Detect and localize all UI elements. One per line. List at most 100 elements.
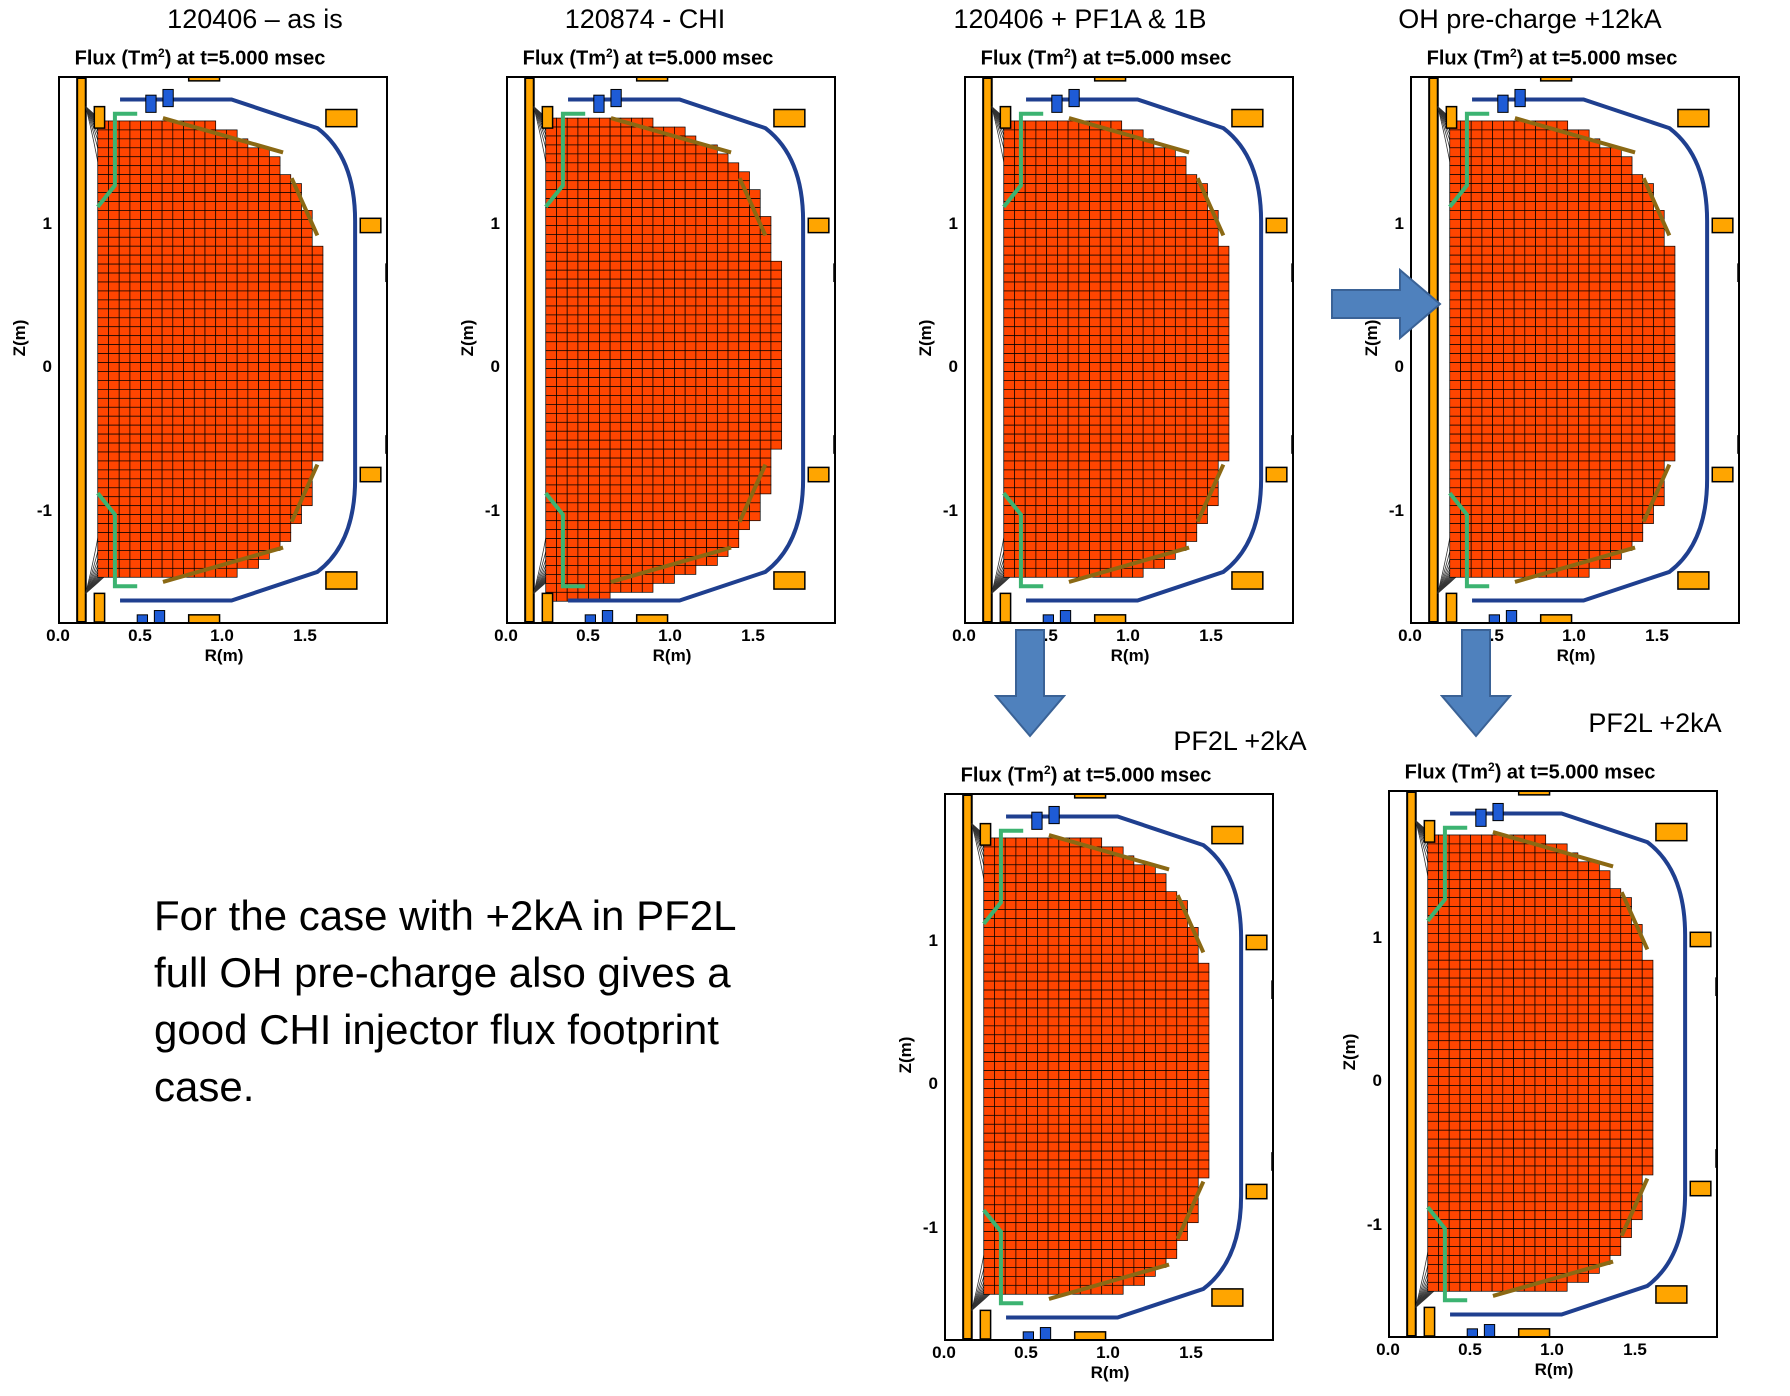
injector-block (153, 610, 166, 622)
x-axis-label: R(m) (1110, 646, 1150, 665)
injector-block (136, 614, 149, 622)
plot-frame (944, 793, 1274, 1341)
lower-passive-plate (1619, 1177, 1650, 1237)
pf-coil (635, 614, 669, 622)
y-tick-label: 1 (1372, 928, 1382, 947)
upper-passive-plate (1175, 894, 1206, 954)
x-tick-label: 1.5 (1199, 626, 1223, 645)
heading-pf2l-right: PF2L +2kA (1588, 708, 1722, 738)
upper-passive-plate (1195, 177, 1226, 237)
lower-plate (162, 545, 284, 584)
upper-plate (610, 116, 732, 155)
flux-plot (524, 78, 834, 622)
panel-title: Flux (Tm2) at t=5.000 msec (74, 46, 326, 70)
flux-panel-4: Flux (Tm2) at t=5.000 msec Z(m) 1 0 -1 0.0 0.5… (1352, 46, 1752, 665)
note-text: For the case with +2kA in PF2L full OH p… (154, 892, 735, 1110)
pf-coil (541, 105, 554, 129)
upper-plate (1048, 833, 1170, 872)
x-tick-label: 0.0 (46, 626, 70, 645)
flux-panel-1: Flux (Tm2) at t=5.000 msec Z(m) 1 0 -1 0.0 0.5… (0, 46, 400, 665)
pf-coil (979, 1309, 992, 1339)
x-tick-label: 0.5 (1458, 1340, 1482, 1359)
injector-block (1048, 805, 1060, 825)
upper-inner-plate (544, 111, 586, 209)
lower-inner-plate (1448, 491, 1490, 589)
right-arrow (1331, 268, 1442, 340)
injector-block (1466, 1328, 1479, 1336)
pf-coil (1265, 217, 1288, 234)
pf-coil (93, 592, 106, 622)
x-tick-label: 0.0 (952, 626, 976, 645)
upper-passive-plate (1641, 177, 1672, 237)
panel-title: Flux (Tm2) at t=5.000 msec (980, 46, 1232, 70)
panel-title: Flux (Tm2) at t=5.000 msec (522, 46, 774, 70)
upper-passive-plate (737, 177, 768, 237)
injector-block (1514, 88, 1526, 108)
vessel-wall (1006, 814, 1244, 1320)
injector-block (1022, 1331, 1035, 1339)
injector-block (1051, 94, 1063, 113)
flux-plot (1406, 792, 1716, 1336)
flux-plot (982, 78, 1292, 622)
lower-plate (610, 545, 732, 584)
pf-coil (1445, 592, 1458, 622)
plasma-grid (97, 120, 324, 578)
y-tick-label: -1 (484, 501, 500, 520)
pf-coil (1655, 1285, 1688, 1304)
x-axis-label: R(m) (1556, 646, 1596, 665)
x-tick-label: 0.5 (576, 626, 600, 645)
vessel-wall (568, 97, 806, 603)
pf-coil (773, 108, 806, 128)
pf-coil (325, 571, 358, 590)
x-tick-label: 1.5 (293, 626, 317, 645)
injector-block (1475, 808, 1487, 827)
heading-oh-precharge: OH pre-charge +12kA (1398, 4, 1662, 34)
upper-plate (162, 116, 284, 155)
pf-coil (999, 105, 1012, 129)
center-stack (962, 795, 973, 1339)
x-tick-label: 0.0 (1398, 626, 1422, 645)
pf-coil (1423, 819, 1436, 843)
upper-passive-plate (1619, 891, 1650, 951)
panel-title: Flux (Tm2) at t=5.000 msec (1404, 760, 1656, 784)
upper-inner-plate (982, 828, 1024, 926)
y-tick-label: 0 (948, 357, 958, 376)
x-tick-label: 1.0 (658, 626, 682, 645)
lower-passive-plate (1195, 463, 1226, 523)
x-tick-label: 1.0 (1562, 626, 1586, 645)
pf-coil (1677, 108, 1710, 128)
vessel-wall (1472, 97, 1710, 603)
flux-panel-3: Flux (Tm2) at t=5.000 msec Z(m) 1 0 -1 0.0 0.5… (906, 46, 1306, 665)
x-tick-label: 0.0 (1376, 1340, 1400, 1359)
flux-panel-6: Flux (Tm2) at t=5.000 msec Z(m) 1 0 -1 0.0 0.5… (1330, 760, 1730, 1379)
x-tick-label: 1.5 (741, 626, 765, 645)
x-axis-label: R(m) (1090, 1363, 1130, 1382)
injector-block (1505, 610, 1518, 622)
pf-coil (93, 105, 106, 129)
lower-passive-plate (737, 463, 768, 523)
y-tick-label: 1 (928, 931, 938, 950)
x-tick-label: 1.5 (1623, 1340, 1647, 1359)
injector-block (1042, 614, 1055, 622)
flux-panel-5: Flux (Tm2) at t=5.000 msec Z(m) 1 0 -1 0.0 0.5… (886, 763, 1286, 1382)
pf-coil (1711, 217, 1734, 234)
injector-block (1068, 88, 1080, 108)
pf-coil (1539, 614, 1573, 622)
injector-block (162, 88, 174, 108)
y-tick-label: 1 (490, 214, 500, 233)
pf-coil (979, 822, 992, 846)
pf-coil (1423, 1306, 1436, 1336)
x-axis-label: R(m) (652, 646, 692, 665)
y-tick-label: 0 (490, 357, 500, 376)
heading-chi: 120874 - CHI (564, 4, 726, 34)
x-tick-label: 1.5 (1179, 1343, 1203, 1362)
lower-inner-plate (544, 491, 586, 589)
plot-frame (1388, 790, 1718, 1338)
lower-passive-plate (289, 463, 320, 523)
y-tick-label: -1 (1366, 1215, 1382, 1234)
vessel-wall (1026, 97, 1264, 603)
y-tick-label: -1 (1388, 501, 1404, 520)
plasma-grid (1427, 834, 1654, 1292)
pf-coil (807, 217, 830, 234)
panel-title: Flux (Tm2) at t=5.000 msec (960, 763, 1212, 787)
